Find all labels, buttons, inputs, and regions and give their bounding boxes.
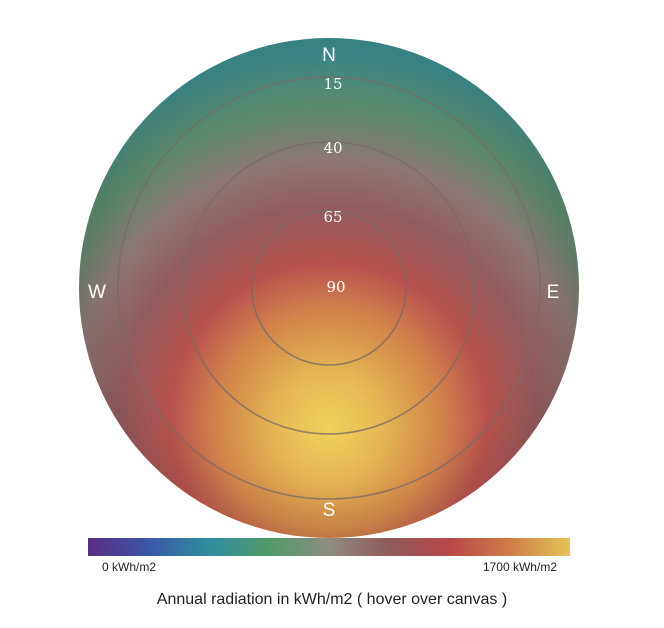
color-scale-bar [88,538,570,556]
elevation-ring-15 [117,76,541,500]
elevation-ring-40 [182,141,476,435]
elevation-ring-65 [251,210,407,366]
ring-label-15: 15 [323,75,342,93]
compass-north-label: N [322,45,336,66]
compass-south-label: S [323,500,336,521]
legend-max-label: 1700 kWh/m2 [482,560,557,574]
compass-west-label: W [88,282,106,303]
sky-dome-chart[interactable]: N S W E 15 40 65 90 [0,0,664,540]
compass-east-label: E [547,282,560,303]
legend-min-label: 0 kWh/m2 [102,560,157,574]
sky-dome-edge-shade [79,38,579,538]
ring-label-90: 90 [326,278,345,296]
chart-caption: Annual radiation in kWh/m2 ( hover over … [156,591,508,608]
ring-label-65: 65 [323,208,342,226]
ring-label-40: 40 [323,139,342,157]
sky-dome-canvas[interactable]: N S W E 15 40 65 90 [0,0,664,540]
